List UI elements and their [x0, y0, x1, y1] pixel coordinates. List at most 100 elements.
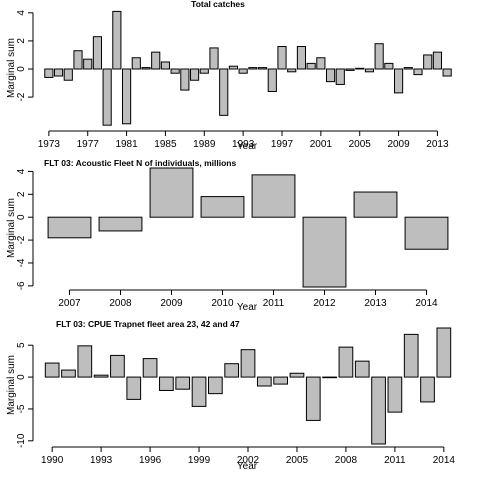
bar-1995: [257, 67, 268, 70]
bar-2009: [354, 360, 370, 378]
y-tick-label: 0: [16, 374, 27, 380]
x-tick-label: 2005: [349, 139, 372, 150]
x-tick-label: 2014: [415, 298, 438, 309]
x-tick-label: 2005: [286, 455, 309, 466]
bar-2003: [335, 68, 345, 85]
bar-1990: [209, 47, 219, 70]
bar-2010: [403, 67, 413, 70]
bar-2008: [338, 346, 354, 378]
x-tick-label: 2002: [237, 455, 260, 466]
bar-2009: [393, 68, 404, 94]
x-tick-label: 1999: [188, 455, 211, 466]
bar-1994: [110, 354, 125, 378]
chart-title: Total catches: [191, 0, 245, 9]
bar-1995: [126, 376, 142, 400]
bar-1998: [175, 376, 191, 390]
bar-2008: [98, 216, 143, 232]
bar-2006: [364, 68, 375, 73]
y-tick-label: 0: [16, 66, 27, 72]
bar-1981: [121, 68, 132, 125]
x-tick-label: 2009: [387, 139, 410, 150]
bar-2007: [374, 43, 384, 70]
bar-1999: [191, 376, 207, 407]
x-axis-label: Year: [237, 461, 258, 472]
bar-2005: [289, 372, 305, 378]
x-tick-label: 2008: [109, 298, 132, 309]
y-axis-label: Marginal sum: [6, 198, 17, 258]
bar-1985: [160, 61, 171, 70]
y-tick-label: 0: [16, 214, 27, 220]
x-tick-label: 1981: [115, 139, 138, 150]
bar-2000: [306, 62, 316, 70]
x-tick-label: 2014: [433, 455, 456, 466]
bar-2004: [273, 376, 288, 385]
bar-2012: [423, 54, 433, 70]
bar-1973: [44, 68, 54, 78]
x-tick-label: 1977: [77, 139, 100, 150]
chart-panel-3: FLT 03: CPUE Trapnet fleet area 23, 42 a…: [6, 319, 455, 472]
y-tick-label: -5: [16, 404, 27, 413]
x-tick-label: 2007: [58, 298, 81, 309]
y-axis-label: Marginal sum: [6, 38, 17, 98]
bar-2011: [387, 376, 403, 413]
y-tick-label: -2: [16, 92, 27, 101]
bar-1984: [151, 51, 161, 70]
x-tick-label: 2008: [335, 455, 358, 466]
bar-2007: [322, 376, 337, 379]
y-tick-label: 5: [16, 342, 27, 348]
x-tick-label: 1993: [232, 139, 255, 150]
chart-title: FLT 03: CPUE Trapnet fleet area 23, 42 a…: [56, 319, 240, 329]
x-tick-label: 1996: [139, 455, 162, 466]
x-tick-label: 2012: [313, 298, 336, 309]
x-tick-label: 2010: [211, 298, 234, 309]
y-tick-label: -2: [16, 235, 27, 244]
bar-2006: [305, 376, 321, 421]
bar-1991: [61, 369, 76, 378]
x-tick-label: 2013: [364, 298, 387, 309]
chart-panel-1: Total catches -2 0 2 4 Marginal sum 1973 1977 19…: [6, 0, 452, 152]
bar-1988: [189, 68, 200, 81]
bar-1983: [141, 67, 151, 70]
bar-2013: [432, 51, 443, 70]
bar-2011: [413, 68, 423, 76]
y-tick-label: 2: [16, 191, 27, 197]
bar-2013: [420, 376, 435, 403]
x-tick-label: 1989: [193, 139, 216, 150]
bar-1998: [287, 68, 297, 73]
x-tick-label: 2011: [263, 298, 285, 309]
bar-2002: [240, 349, 256, 378]
y-tick-label: 2: [16, 38, 27, 44]
chart-panel-2: FLT 03: Acoustic Fleet N of individuals,…: [6, 158, 449, 313]
x-tick-label: 1993: [90, 455, 113, 466]
bar-1978: [92, 36, 103, 70]
x-tick-label: 1990: [41, 455, 64, 466]
bar-1991: [219, 68, 229, 116]
x-tick-label: 1973: [38, 139, 61, 150]
bar-2010: [200, 196, 245, 218]
bar-1976: [73, 50, 83, 70]
x-tick-label: 2001: [310, 139, 333, 150]
y-tick-label: 4: [16, 10, 27, 16]
y-tick-label: 4: [16, 168, 27, 174]
bar-2014: [404, 216, 449, 250]
bar-2011: [251, 174, 296, 218]
bar-1989: [199, 68, 209, 74]
bar-1997: [159, 376, 174, 391]
bar-2008: [384, 62, 394, 70]
bar-1994: [248, 67, 258, 70]
bar-2014: [436, 327, 452, 378]
y-tick-label: -4: [16, 258, 27, 267]
bar-1992: [228, 65, 239, 70]
bar-1997: [277, 46, 287, 70]
bar-1980: [112, 10, 122, 70]
bar-2014: [442, 68, 452, 77]
x-tick-label: 1997: [271, 139, 294, 150]
x-tick-label: 1985: [154, 139, 177, 150]
bar-2007: [47, 216, 92, 239]
x-tick-label: 2009: [160, 298, 183, 309]
bar-1993: [93, 374, 109, 378]
bar-2013: [353, 191, 398, 218]
bar-1993: [238, 68, 248, 74]
bar-1977: [83, 58, 93, 70]
